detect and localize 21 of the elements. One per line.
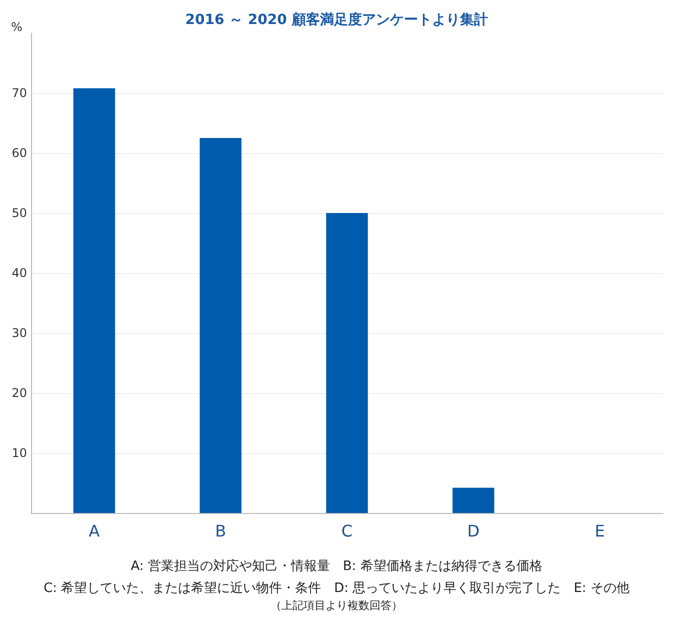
y-tick-label: 50 — [12, 206, 27, 220]
y-tick-label: 70 — [12, 86, 27, 100]
x-tick-label: D — [467, 522, 480, 540]
x-tick-label: E — [594, 522, 605, 540]
text: C: 希望していた、または希望に近い物件・条件 D: 思っていたより早く取引が完了した E: その他 — [44, 580, 630, 596]
y-tick-label: 20 — [12, 386, 27, 400]
text: （上記項目より複数回答） — [270, 599, 402, 612]
bar — [200, 138, 242, 513]
bar — [326, 213, 368, 513]
x-tick-label: B — [215, 522, 226, 540]
bar — [452, 488, 494, 513]
text: A: 営業担当の対応や知己・情報量 B: 希望価格または納得できる価格 — [130, 558, 542, 574]
y-axis-title: % — [11, 20, 22, 34]
y-tick-label: 60 — [12, 146, 27, 160]
x-tick-label: A — [88, 522, 100, 540]
chart-title: 2016 ～ 2020 顧客満足度アンケートより集計 — [185, 11, 488, 28]
y-tick-label: 10 — [12, 446, 27, 460]
x-tick-label: C — [341, 522, 353, 540]
y-tick-label: 40 — [12, 266, 27, 280]
bar — [73, 88, 116, 513]
y-tick-label: 30 — [12, 326, 27, 340]
